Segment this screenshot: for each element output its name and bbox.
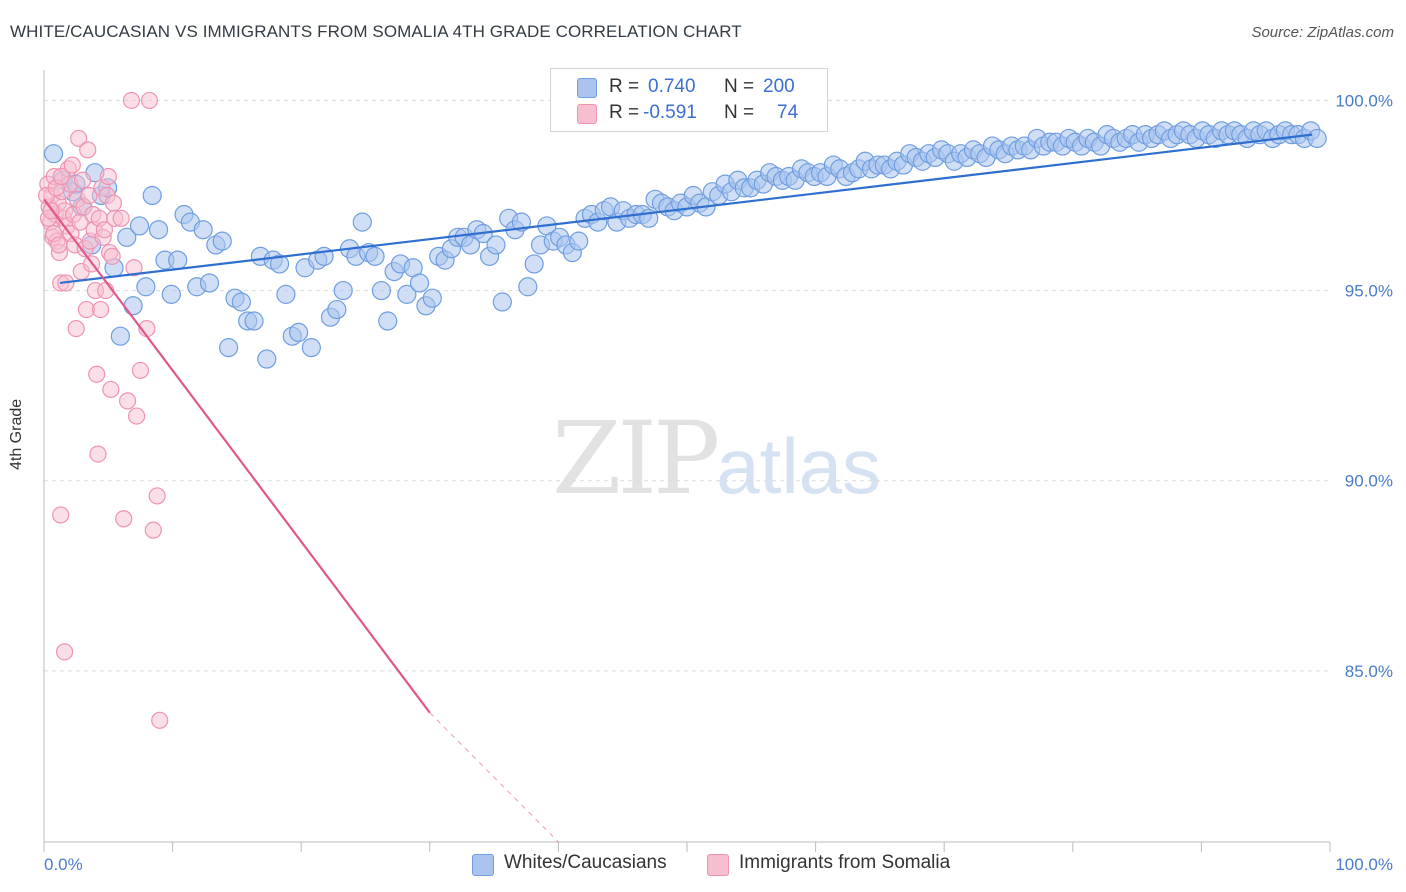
point-somalia [103,247,121,265]
point-somalia [127,407,146,425]
point-somalia [55,643,74,661]
point-somalia [112,209,130,227]
bottom-legend-label-whites: Whites/Caucasians [504,852,667,873]
legend-r-label: R = [609,102,645,123]
watermark-atlas: atlas [716,422,882,510]
point-whites [199,273,220,293]
point-whites [142,185,162,206]
trend-line-somalia [43,198,431,714]
point-somalia [99,167,117,186]
legend-swatch-whites [577,78,597,98]
point-whites [371,280,391,301]
point-whites [289,322,309,343]
legend-n-label: N = [724,76,760,97]
legend-r-value: -0.591 [643,102,697,123]
legend-n-value: 74 [777,102,799,123]
point-whites [269,254,290,274]
point-somalia [70,129,88,148]
point-somalia [89,445,107,463]
point-whites [511,212,532,232]
point-whites [231,292,251,312]
point-whites [327,299,347,320]
watermark: ZIPatlas [552,400,881,517]
bottom-legend-swatch-somalia [707,854,729,876]
point-whites [518,277,538,297]
point-somalia [50,236,68,254]
point-somalia [52,506,70,524]
point-somalia [131,361,150,380]
point-whites [486,235,506,255]
point-somalia [63,156,81,174]
point-somalia [91,300,110,319]
point-whites [257,349,277,369]
point-whites [365,246,385,266]
x-tick-label-max: 100.0% [1335,855,1393,874]
point-whites [352,212,372,232]
point-somalia [67,320,85,338]
point-somalia [125,259,143,277]
y-tick-label: 85.0% [1345,662,1393,681]
legend-n-label: N = [724,102,760,123]
point-whites [397,284,417,304]
point-whites [422,288,442,308]
watermark-zip: ZIP [552,400,720,517]
legend-swatch-somalia [577,104,597,124]
point-whites [1307,128,1327,149]
point-whites [219,338,239,358]
point-whites [148,220,169,240]
y-tick-label: 90.0% [1345,472,1393,491]
point-whites [244,311,264,331]
bottom-legend-label-somalia: Immigrants from Somalia [739,852,951,873]
source-label: Source: ZipAtlas.com [1251,24,1394,41]
trend-line-somalia-extension [429,712,559,843]
point-somalia [115,510,133,528]
trend-line-whites [59,133,1313,285]
point-whites [492,292,512,312]
point-whites [136,277,156,297]
point-somalia [118,392,137,410]
point-whites [524,254,544,274]
point-whites [193,220,213,240]
chart-title: WHITE/CAUCASIAN VS IMMIGRANTS FROM SOMAL… [10,22,742,41]
bottom-legend-swatch-whites [472,854,494,876]
legend-n-value: 200 [763,76,795,97]
point-whites [129,216,150,236]
point-somalia [151,711,169,729]
point-whites [212,231,232,251]
point-somalia [95,221,114,239]
y-tick-label: 95.0% [1345,282,1393,301]
point-whites [276,284,296,304]
point-somalia [88,365,106,383]
x-tick-label-min: 0.0% [44,855,83,874]
point-somalia [102,380,120,399]
point-whites [161,284,181,304]
point-somalia [144,521,162,539]
point-whites [168,250,188,270]
point-somalia [122,91,141,110]
point-whites [378,311,398,331]
point-whites [333,280,353,301]
point-somalia [73,171,92,189]
point-somalia [148,487,166,505]
point-whites [110,326,130,346]
point-somalia [80,186,98,205]
legend-r-label: R = [609,76,645,97]
point-whites [301,338,321,358]
y-tick-label: 100.0% [1335,91,1393,110]
point-whites [117,227,137,247]
point-somalia [52,167,70,186]
point-somalia [140,91,159,110]
legend-r-value: 0.740 [648,76,696,97]
point-somalia [104,194,123,212]
point-whites [123,296,143,316]
point-whites [409,273,430,293]
legend: R = 0.740 N = 200 R = -0.591 N = 74 [550,68,828,132]
point-somalia [79,141,97,159]
point-whites [43,144,64,164]
point-whites [569,231,589,251]
